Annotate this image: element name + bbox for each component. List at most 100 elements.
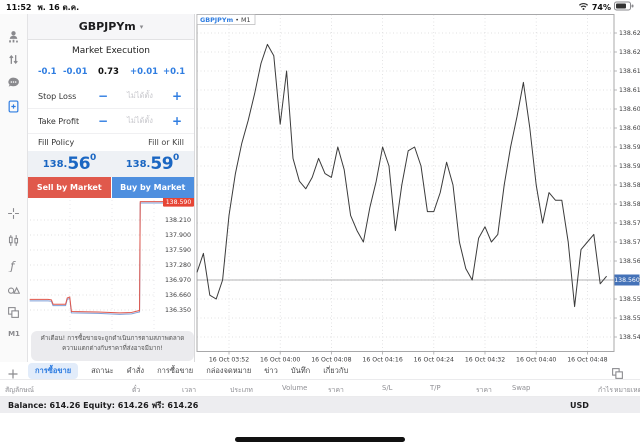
take-profit-label: Take Profit: [38, 116, 80, 126]
ask-big: 59: [150, 154, 174, 174]
transfer-icon[interactable]: [7, 52, 21, 66]
fill-policy-label: Fill Policy: [38, 138, 75, 147]
home-indicator[interactable]: [235, 437, 405, 442]
tab-5[interactable]: ข่าว: [264, 366, 278, 375]
warning-line-1: คำเตือน! การซื้อขายจะถูกดำเนินการตามสภาพ…: [40, 335, 185, 342]
new-order-icon[interactable]: [7, 99, 21, 113]
svg-text:138.590: 138.590: [166, 199, 192, 206]
tab-3[interactable]: การซื้อขาย: [157, 366, 194, 375]
mini-chart[interactable]: 138.210 137.900 137.590 137.280 136.970 136.6…: [28, 196, 195, 338]
svg-text:GBPJPYm • M1: GBPJPYm • M1: [200, 16, 251, 24]
chat-icon[interactable]: [7, 75, 21, 89]
tab-4[interactable]: กล่องจดหมาย: [206, 366, 252, 375]
candlestick-icon[interactable]: [7, 233, 21, 247]
svg-text:16 Oct 04:00: 16 Oct 04:00: [260, 357, 300, 364]
bid-sup: 0: [90, 153, 97, 163]
symbol-selector[interactable]: GBPJPYm ▾: [28, 14, 194, 40]
wifi-icon: [578, 1, 589, 13]
stop-loss-plus[interactable]: +: [171, 89, 183, 103]
positions-table-header: สัญลักษณ์ ตั๋ว เวลา ประเภท Volume ราคา S/L T/P ร…: [0, 380, 640, 397]
svg-text:138.605: 138.605: [619, 106, 640, 113]
sell-by-market-button[interactable]: Sell by Market: [28, 177, 111, 198]
stop-loss-minus[interactable]: −: [97, 89, 109, 103]
svg-text:138.590: 138.590: [619, 163, 640, 170]
column-header-2: เวลา: [182, 386, 197, 394]
buy-by-market-button[interactable]: Buy by Market: [111, 177, 194, 198]
volume-dec-small[interactable]: -0.01: [63, 67, 88, 77]
indicators-icon[interactable]: ƒ: [7, 258, 21, 272]
svg-text:16 Oct 04:40: 16 Oct 04:40: [516, 357, 556, 364]
warning-line-2: ความแตกต่างกับราคาที่ส่งอาจมีมาก!: [62, 344, 163, 352]
volume-value[interactable]: 0.73: [98, 67, 119, 77]
tab-0[interactable]: การซื้อขาย: [28, 363, 79, 379]
volume-dec-big[interactable]: -0.1: [38, 67, 57, 77]
execution-mode[interactable]: Market Execution: [72, 46, 150, 56]
deposit-currency: USD: [570, 400, 589, 410]
quote-row: 138. 56 0 138. 59 0: [28, 151, 194, 177]
svg-text:138.585: 138.585: [619, 182, 640, 189]
svg-text:138.570: 138.570: [619, 239, 640, 246]
symbol-name: GBPJPYm: [78, 20, 136, 33]
svg-text:136.970: 136.970: [165, 277, 191, 284]
svg-text:137.590: 137.590: [165, 247, 191, 254]
svg-text:136.660: 136.660: [165, 292, 191, 299]
bid-price: 138. 56 0: [28, 151, 111, 177]
stop-loss-label: Stop Loss: [38, 91, 77, 101]
order-buttons: Sell by Market Buy by Market: [28, 177, 194, 198]
volume-stepper: -0.1 -0.01 0.73 +0.01 +0.1: [28, 62, 194, 84]
column-header-4: Volume: [282, 384, 308, 392]
tab-7[interactable]: เกี่ยวกับ: [323, 366, 349, 375]
svg-text:16 Oct 04:32: 16 Oct 04:32: [465, 357, 505, 364]
svg-text:16 Oct 04:48: 16 Oct 04:48: [567, 357, 607, 364]
layout-windows-icon[interactable]: [611, 365, 624, 379]
svg-text:136.350: 136.350: [165, 307, 191, 314]
windows-icon[interactable]: [7, 305, 21, 319]
take-profit-minus[interactable]: −: [97, 114, 109, 128]
take-profit-value[interactable]: ไม่ได้ตั้ง: [127, 116, 153, 125]
ask-price-badge: [163, 196, 194, 207]
volume-inc-small[interactable]: +0.01: [130, 67, 159, 77]
tab-6[interactable]: บันทึก: [290, 366, 311, 375]
column-header-10: กำไร: [598, 386, 614, 394]
column-header-5: ราคา: [328, 386, 344, 394]
column-header-6: S/L: [382, 384, 393, 392]
svg-text:138.545: 138.545: [619, 334, 640, 341]
take-profit-plus[interactable]: +: [171, 114, 183, 128]
volume-inc-big[interactable]: +0.1: [163, 67, 186, 77]
battery-icon: [614, 1, 634, 13]
svg-text:138.625: 138.625: [619, 30, 640, 37]
trade-account-icon[interactable]: [7, 29, 21, 43]
column-header-3: ประเภท: [230, 386, 253, 394]
bid-big: 56: [67, 154, 91, 174]
svg-text:16 Oct 04:08: 16 Oct 04:08: [311, 357, 351, 364]
main-chart[interactable]: 138.625 138.620 138.615 138.610 138.605 138.6…: [195, 14, 640, 364]
svg-text:138.560: 138.560: [614, 277, 640, 284]
column-header-11: หมายเหตุ: [614, 386, 640, 394]
svg-text:16 Oct 04:16: 16 Oct 04:16: [362, 357, 402, 364]
status-bar: 11:52 พ. 16 ต.ค. 74%: [0, 0, 640, 14]
bid-prefix: 138.: [42, 158, 68, 170]
add-tab-icon[interactable]: [7, 365, 19, 379]
objects-icon[interactable]: [7, 281, 21, 295]
tab-2[interactable]: คำสั่ง: [126, 366, 145, 375]
tab-1[interactable]: สถานะ: [91, 366, 114, 375]
fill-policy-row[interactable]: Fill Policy Fill or Kill: [28, 134, 194, 151]
svg-text:138.595: 138.595: [619, 144, 640, 151]
order-ticket-panel: GBPJPYm ▾ Market Execution -0.1 -0.01 0.…: [28, 14, 195, 362]
battery-percent: 74%: [591, 2, 611, 12]
svg-text:138.550: 138.550: [619, 315, 640, 322]
svg-text:138.620: 138.620: [619, 49, 640, 56]
svg-text:16 Oct 03:52: 16 Oct 03:52: [209, 357, 249, 364]
column-header-1: ตั๋ว: [132, 386, 141, 394]
stop-loss-value[interactable]: ไม่ได้ตั้ง: [127, 91, 153, 100]
svg-text:137.900: 137.900: [165, 232, 191, 239]
svg-text:138.615: 138.615: [619, 68, 640, 75]
crosshair-icon[interactable]: [7, 206, 21, 220]
chevron-down-icon: ▾: [139, 22, 144, 31]
timeframe-button[interactable]: M1: [8, 330, 20, 338]
left-rail: ƒ M1: [0, 14, 28, 362]
ask-sup: 0: [173, 153, 180, 163]
ask-prefix: 138.: [125, 158, 151, 170]
bottom-tab-bar: การซื้อขาย สถานะ คำสั่ง การซื้อขาย กล่องจดหม…: [0, 362, 640, 380]
